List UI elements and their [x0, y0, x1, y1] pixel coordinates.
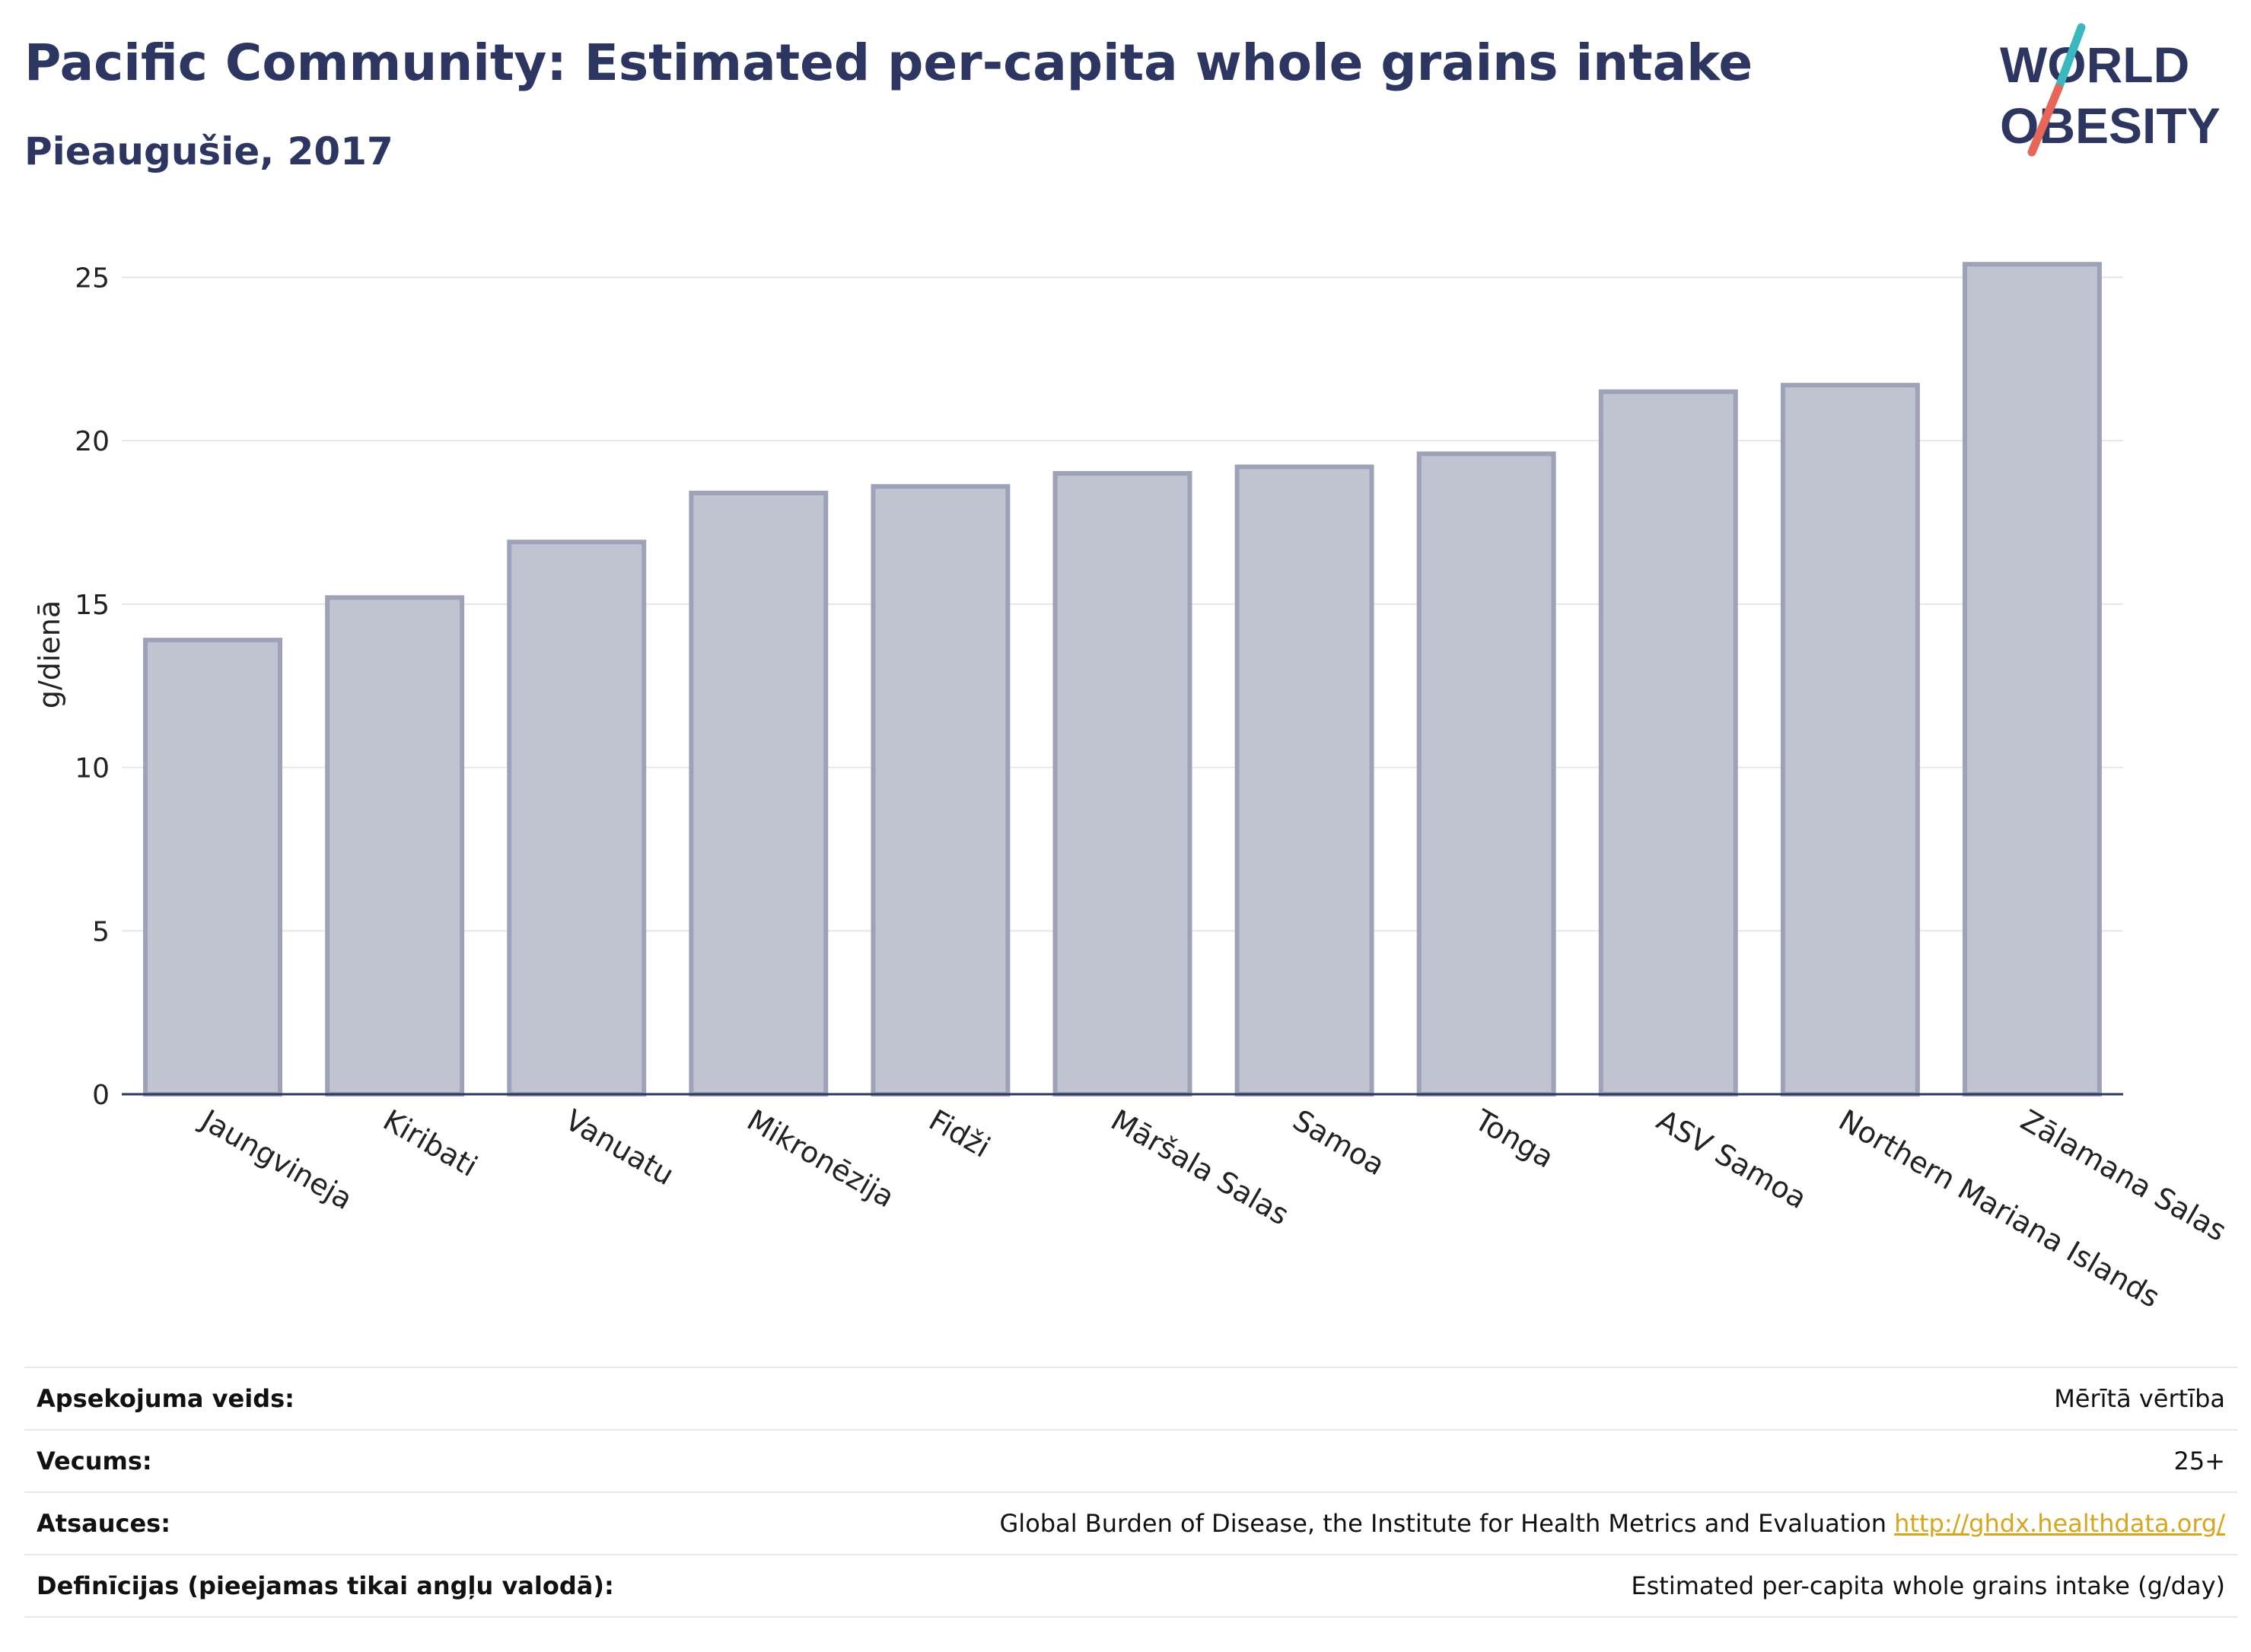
- x-tick-label-9: ASV Samoa: [1651, 1103, 1813, 1216]
- bar-7: [1234, 464, 1374, 1097]
- x-tick-label-4: Mikronēzija: [741, 1103, 899, 1214]
- bar-4: [689, 490, 829, 1097]
- info-row: Apsekojuma veids: Mērītā vērtība: [24, 1367, 2237, 1430]
- chart-title: Pacific Community: Estimated per-capita …: [24, 33, 1753, 92]
- x-tick-label-6: Māršala Salas: [1106, 1103, 1295, 1232]
- x-tick-label-2: Kiribati: [377, 1103, 483, 1183]
- x-tick-label-7: Samoa: [1288, 1103, 1390, 1183]
- info-value: Estimated per-capita whole grains intake…: [743, 1554, 2237, 1618]
- chart-subtitle: Pieaugušie, 2017: [24, 129, 393, 173]
- info-value: 25+: [743, 1429, 2237, 1492]
- info-value: Mērītā vērtība: [743, 1367, 2237, 1430]
- x-tick-label-5: Fidži: [923, 1103, 995, 1164]
- x-tick-labels: Jaungvineja Kiribati Vanuatu Mikronēzija Fid…: [194, 1103, 2232, 1309]
- info-table: Apsekojuma veids: Mērītā vērtība Vecums: 25…: [24, 1367, 2237, 1618]
- logo-word-world: WORLD: [2000, 37, 2189, 93]
- x-tick-label-8: Tonga: [1469, 1103, 1559, 1174]
- bar-chart: 0 5 10 15 20 25 Jaungvineja Kiribati Vanuatu Mik…: [33, 262, 2232, 1309]
- bar-5: [871, 484, 1011, 1097]
- info-row: Definīcijas (pieejamas tikai angļu valod…: [24, 1554, 2237, 1618]
- x-tick-label-3: Vanuatu: [559, 1103, 680, 1192]
- bar-6: [1052, 471, 1192, 1097]
- info-value: Global Burden of Disease, the Institute …: [743, 1491, 2237, 1555]
- info-value-text: Global Burden of Disease, the Institute …: [999, 1509, 1886, 1538]
- info-key: Definīcijas (pieejamas tikai angļu valod…: [24, 1554, 744, 1618]
- info-key: Apsekojuma veids:: [24, 1367, 744, 1430]
- bar-11: [1962, 262, 2102, 1097]
- info-key: Atsauces:: [24, 1491, 744, 1555]
- bar-3: [507, 540, 647, 1097]
- info-key: Vecums:: [24, 1429, 744, 1492]
- y-tick-labels: 0 5 10 15 20 25: [75, 263, 110, 1111]
- info-value-text: Mērītā vērtība: [2054, 1384, 2225, 1413]
- info-row: Vecums: 25+: [24, 1429, 2237, 1492]
- logo-slash-teal: [2054, 23, 2086, 93]
- logo-slash-coral: [2027, 84, 2063, 157]
- bar-9: [1598, 389, 1738, 1097]
- world-obesity-logo: WORLD OBESITY: [2000, 23, 2221, 157]
- bar-10: [1780, 383, 1920, 1097]
- source-link[interactable]: http://ghdx.healthdata.org/: [1894, 1509, 2225, 1538]
- x-tick-label-1: Jaungvineja: [194, 1103, 358, 1217]
- info-value-text: Estimated per-capita whole grains intake…: [1631, 1571, 2225, 1600]
- bar-1: [143, 638, 283, 1097]
- bar-2: [325, 595, 465, 1097]
- bar-8: [1416, 451, 1556, 1097]
- info-value-text: 25+: [2173, 1447, 2225, 1475]
- y-tick-label-0: 0: [92, 1080, 110, 1111]
- y-tick-label-5: 5: [92, 916, 110, 947]
- y-tick-label-15: 15: [75, 590, 110, 621]
- info-row: Atsauces: Global Burden of Disease, the I…: [24, 1491, 2237, 1555]
- y-tick-label-10: 10: [75, 753, 110, 785]
- y-tick-label-25: 25: [75, 263, 110, 294]
- y-tick-label-20: 20: [75, 426, 110, 457]
- x-tick-label-10: Northern Mariana Islands: [1833, 1103, 2166, 1309]
- y-axis-label: g/dienā: [33, 600, 66, 708]
- bars: [143, 262, 2102, 1097]
